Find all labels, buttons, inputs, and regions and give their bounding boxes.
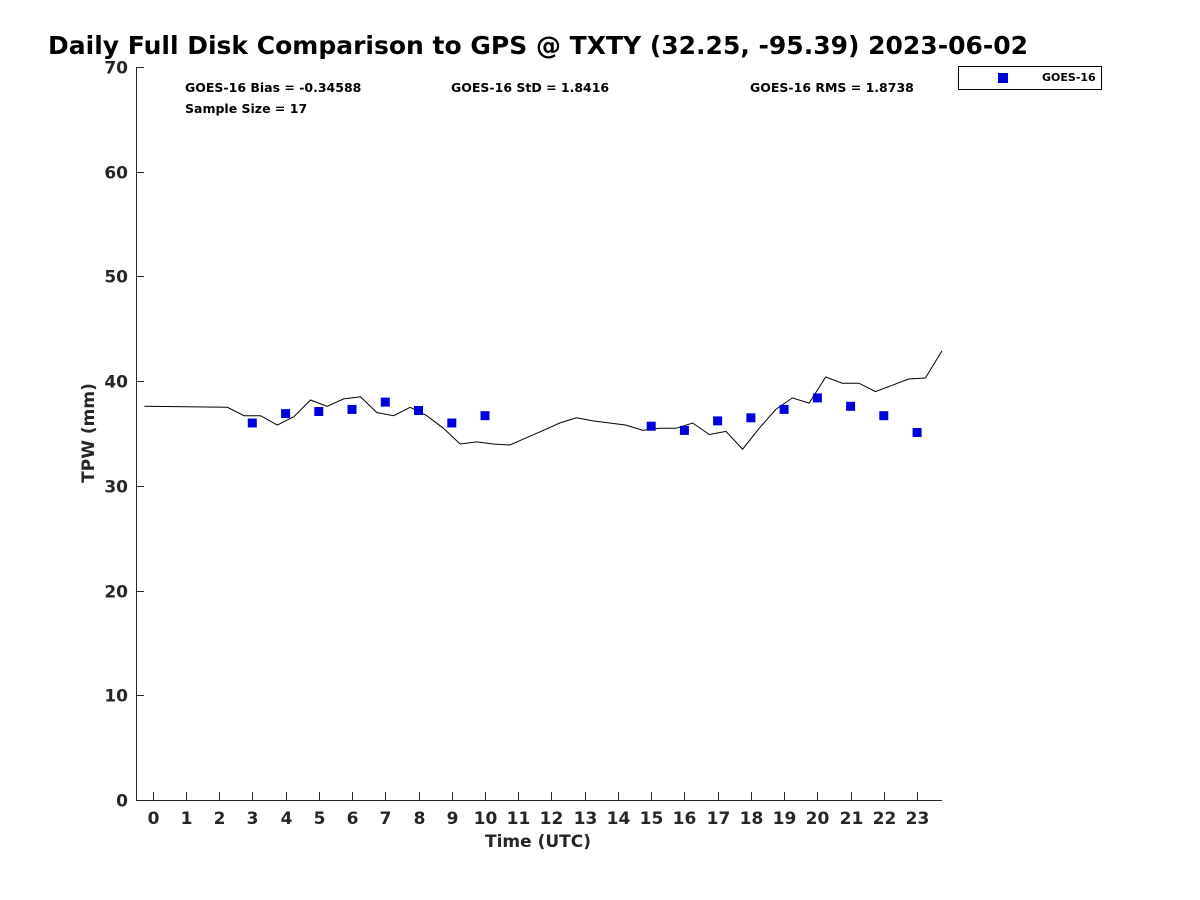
goes16-point <box>414 406 423 415</box>
gps-line <box>144 350 943 450</box>
x-tick-label: 18 <box>740 809 764 829</box>
x-tick-label: 15 <box>640 809 664 829</box>
goes16-point <box>646 421 656 431</box>
y-tick-label: 30 <box>104 478 128 498</box>
chart-title: Daily Full Disk Comparison to GPS @ TXTY… <box>48 31 1028 60</box>
x-tick-label: 10 <box>474 809 498 829</box>
goes16-point <box>281 409 291 419</box>
legend: GOES-16 <box>958 66 1102 90</box>
legend-marker-square <box>998 73 1008 83</box>
goes16-point <box>779 404 789 414</box>
legend-label: GOES-16 <box>1042 71 1096 84</box>
axes <box>136 67 942 801</box>
x-tick-label: 20 <box>806 809 830 829</box>
x-tick-label: 11 <box>507 809 531 829</box>
goes16-point <box>679 425 689 435</box>
x-tick-label: 1 <box>181 809 193 829</box>
std-stat: GOES-16 StD = 1.8416 <box>451 80 609 95</box>
gps-series <box>144 350 943 450</box>
x-tick-label: 22 <box>873 809 897 829</box>
y-tick-label: 40 <box>104 373 128 393</box>
goes16-point <box>746 413 756 423</box>
goes16-point <box>480 411 490 421</box>
x-tick-label: 4 <box>281 809 293 829</box>
x-tick-label: 13 <box>574 809 598 829</box>
goes16-point <box>912 428 922 437</box>
y-tick-label: 0 <box>116 792 128 812</box>
y-tick-label: 10 <box>104 687 128 707</box>
x-tick-label: 14 <box>607 809 631 829</box>
goes16-point <box>347 404 357 414</box>
legend-box <box>958 66 1102 90</box>
x-tick-label: 9 <box>447 809 459 829</box>
y-tick-label: 60 <box>104 164 128 184</box>
goes16-point <box>380 397 390 407</box>
x-tick-label: 5 <box>314 809 326 829</box>
y-axis-label: TPW (mm) <box>79 383 99 483</box>
y-tick-label: 50 <box>104 268 128 288</box>
x-tick-label: 12 <box>540 809 564 829</box>
x-tick-label: 2 <box>214 809 226 829</box>
x-tick-label: 19 <box>773 809 797 829</box>
x-tick-label: 3 <box>247 809 259 829</box>
goes16-point <box>713 416 723 426</box>
rms-stat: GOES-16 RMS = 1.8738 <box>750 80 914 95</box>
sample-size-stat: Sample Size = 17 <box>185 101 307 116</box>
x-tick-label: 16 <box>673 809 697 829</box>
goes16-point <box>447 418 457 428</box>
goes16-point <box>846 401 856 411</box>
bias-stat: GOES-16 Bias = -0.34588 <box>185 80 361 95</box>
x-tick-label: 21 <box>840 809 864 829</box>
goes16-point <box>879 411 889 421</box>
goes16-series <box>247 393 922 437</box>
x-tick-label: 23 <box>906 809 930 829</box>
x-tick-label: 6 <box>347 809 359 829</box>
x-tick-label: 0 <box>148 809 160 829</box>
y-tick-label: 70 <box>104 59 128 79</box>
x-axis-label: Time (UTC) <box>485 832 591 852</box>
goes16-point <box>247 418 257 428</box>
goes16-point <box>812 393 822 403</box>
goes16-point <box>314 407 324 416</box>
y-tick-label: 20 <box>104 583 128 603</box>
x-tick-label: 17 <box>707 809 731 829</box>
x-tick-label: 7 <box>380 809 392 829</box>
x-tick-label: 8 <box>414 809 426 829</box>
